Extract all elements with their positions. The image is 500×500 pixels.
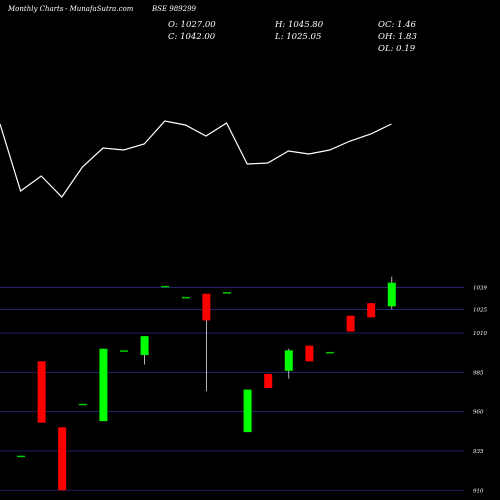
candle-body: [305, 345, 314, 362]
ol-stat: OL: 0.19: [378, 44, 416, 54]
y-axis-ticks: 910 935 960 985 1010 1025 1039: [473, 285, 487, 494]
candle: [202, 293, 211, 392]
candle: [284, 348, 293, 379]
candle: [346, 315, 355, 332]
y-tick-label: 985: [473, 370, 484, 376]
oc-stat: OC: 1.46: [378, 20, 417, 30]
y-tick-label: 935: [473, 449, 484, 455]
site-label: - MunafaSutra.com: [65, 5, 134, 13]
candle-body: [120, 350, 128, 352]
candle-body: [99, 348, 108, 422]
oh-stat: OH: 1.83: [378, 32, 417, 42]
chart-source-label: Monthly Charts: [7, 5, 64, 13]
symbol-label: BSE 989299: [151, 5, 197, 13]
candle: [78, 403, 87, 406]
candle-body: [387, 282, 396, 307]
y-tick-label: 960: [473, 410, 484, 416]
y-tick-label: 1039: [473, 285, 487, 291]
y-tick-label: 1010: [473, 331, 487, 337]
candle: [181, 296, 190, 299]
candle-body: [243, 389, 252, 433]
candle: [161, 285, 170, 288]
candle-body: [284, 350, 293, 371]
candle: [264, 373, 273, 389]
candle: [326, 351, 334, 354]
candle-body: [346, 315, 355, 332]
y-tick-label: 1025: [473, 307, 487, 313]
candle: [120, 350, 128, 352]
candles: [17, 276, 396, 491]
candle: [58, 427, 67, 491]
candle: [99, 348, 108, 422]
candle: [387, 276, 396, 310]
candle: [305, 345, 314, 362]
trend-line: [0, 120, 392, 198]
candle-body: [58, 427, 67, 491]
candle: [140, 336, 149, 365]
candle-body: [78, 403, 87, 406]
close-stat: C: 1042.00: [168, 32, 216, 42]
candle-body: [161, 285, 170, 288]
candle: [223, 292, 231, 294]
open-stat: O: 1027.00: [168, 20, 216, 30]
high-stat: H: 1045.80: [274, 20, 324, 30]
candle-body: [202, 293, 211, 321]
candle-body: [17, 455, 25, 458]
candle-body: [264, 373, 273, 389]
candle: [243, 389, 252, 433]
low-stat: L: 1025.05: [274, 32, 321, 42]
candle-body: [140, 336, 149, 356]
candle: [17, 455, 25, 458]
candle-body: [181, 296, 190, 299]
grid-lines: [0, 287, 464, 491]
candle-body: [37, 361, 46, 423]
candle: [367, 303, 376, 318]
candle-body: [223, 292, 231, 294]
y-tick-label: 910: [473, 488, 484, 494]
candle: [37, 361, 46, 423]
candle-body: [326, 351, 334, 354]
candle-body: [367, 303, 376, 318]
